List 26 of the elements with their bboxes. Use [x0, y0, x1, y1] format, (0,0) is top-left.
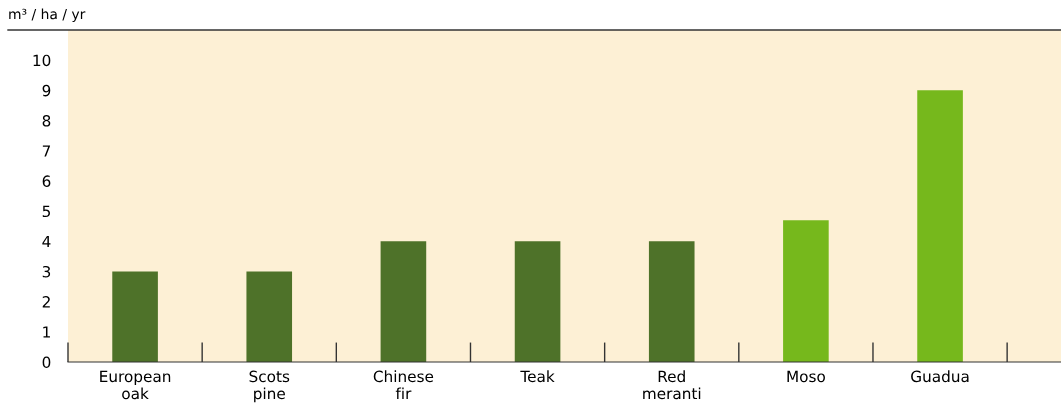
x-tick-label: Teak	[520, 370, 555, 383]
x-tick-label: Chinese fir	[373, 370, 434, 400]
x-tick-label: Moso	[787, 370, 825, 383]
y-tick-label: 4	[42, 235, 51, 248]
x-tick-label: Guadua	[911, 370, 969, 383]
y-tick-label: 6	[42, 175, 51, 187]
bar	[246, 271, 293, 362]
y-tick-label: 1	[43, 326, 50, 338]
bar	[380, 241, 427, 362]
y-axis-title: m³ / ha / yr	[9, 8, 86, 22]
y-tick-label: 3	[42, 265, 51, 278]
bar	[112, 271, 158, 362]
y-tick-label: 5	[42, 205, 50, 218]
bar	[917, 90, 963, 362]
y-tick-label: 9	[42, 84, 51, 97]
x-tick-label: Red meranti	[643, 370, 701, 400]
x-tick-label: Scots pine	[249, 370, 290, 403]
y-tick-label: 2	[42, 296, 50, 308]
x-tick-label: European oak	[100, 370, 171, 400]
y-tick-label: 10	[33, 54, 51, 67]
y-tick-label: 0	[42, 356, 51, 369]
y-tick-label: 7	[42, 145, 51, 157]
bar	[783, 220, 829, 362]
bar	[514, 241, 561, 362]
y-tick-label: 8	[42, 115, 51, 127]
bar	[648, 241, 695, 362]
